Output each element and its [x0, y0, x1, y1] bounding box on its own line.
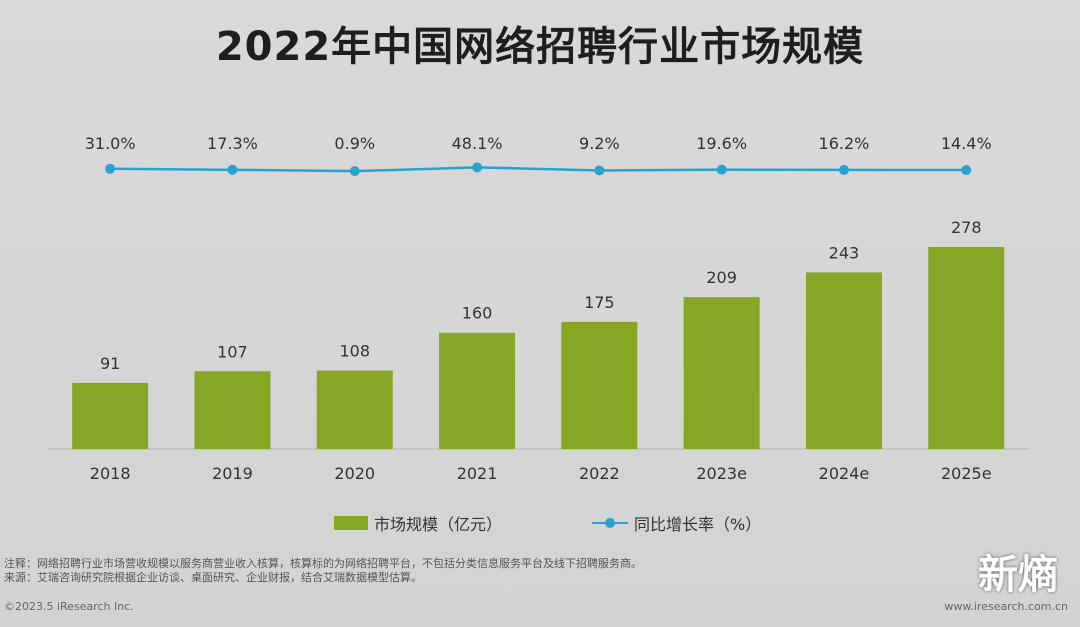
growth-rate-point — [716, 164, 727, 175]
x-tick-label: 2025e — [941, 464, 992, 483]
growth-rate-point — [472, 162, 483, 173]
website-url: www.iresearch.com.cn — [944, 600, 1068, 613]
bar-2025e — [928, 247, 1005, 449]
bar-value-label: 107 — [217, 342, 248, 361]
legend-item-market-size: 市场规模（亿元） — [334, 511, 502, 535]
growth-rate-label: 0.9% — [334, 134, 375, 153]
growth-rate-label: 19.6% — [696, 134, 747, 153]
legend-line-swatch — [592, 516, 629, 530]
growth-rate-point — [105, 163, 116, 174]
footnotes: 注释：网络招聘行业市场营收规模以服务商营业收入核算，核算标的为网络招聘平台，不包… — [4, 557, 642, 585]
growth-rate-label: 48.1% — [452, 134, 503, 153]
growth-rate-point — [227, 164, 238, 175]
growth-rate-point — [349, 166, 360, 177]
growth-rate-label: 31.0% — [85, 134, 136, 153]
x-tick-label: 2022 — [579, 464, 620, 483]
bar-value-label: 175 — [584, 293, 615, 312]
footnote-source: 来源：艾瑞咨询研究院根据企业访谈、桌面研究、企业财报，结合艾瑞数据模型估算。 — [4, 571, 422, 584]
legend: 市场规模（亿元） 同比增长率（%） — [334, 511, 761, 535]
growth-rate-point — [594, 165, 605, 176]
x-tick-label: 2020 — [334, 464, 375, 483]
bar-2021 — [439, 332, 516, 449]
legend-item-growth-rate: 同比增长率（%） — [592, 511, 761, 535]
bar-value-label: 209 — [706, 268, 737, 287]
bar-2022 — [561, 321, 638, 449]
x-tick-label: 2019 — [212, 464, 253, 483]
copyright: ©2023.5 iResearch Inc. — [4, 600, 134, 613]
bar-2024e — [805, 272, 882, 449]
legend-label-growth-rate: 同比增长率（%） — [634, 515, 762, 534]
x-tick-label: 2018 — [90, 464, 131, 483]
growth-rate-label: 17.3% — [207, 134, 258, 153]
watermark: 新熵 — [978, 552, 1058, 598]
x-tick-label: 2024e — [819, 464, 870, 483]
bar-value-label: 278 — [951, 218, 982, 237]
bar-value-label: 160 — [462, 304, 493, 323]
x-tick-label: 2023e — [696, 464, 747, 483]
x-tick-label: 2021 — [457, 464, 498, 483]
legend-bar-swatch — [334, 516, 368, 530]
footnote-note: 注释：网络招聘行业市场营收规模以服务商营业收入核算，核算标的为网络招聘平台，不包… — [4, 557, 642, 570]
bar-2020 — [316, 370, 393, 449]
bar-value-label: 243 — [829, 243, 860, 262]
chart-title: 2022年中国网络招聘行业市场规模 — [215, 24, 865, 70]
bar-2019 — [194, 371, 271, 449]
growth-rate-label: 14.4% — [941, 134, 992, 153]
bar-value-label: 91 — [100, 354, 120, 373]
legend-label-market-size: 市场规模（亿元） — [374, 515, 503, 534]
growth-rate-point — [961, 165, 972, 176]
growth-rate-label: 9.2% — [579, 134, 620, 153]
bar-value-label: 108 — [339, 342, 370, 361]
bar-2018 — [72, 382, 149, 449]
bar-2023e — [683, 297, 760, 449]
growth-rate-point — [838, 164, 849, 175]
growth-rate-line — [110, 166, 967, 173]
growth-rate-label: 16.2% — [819, 134, 870, 153]
